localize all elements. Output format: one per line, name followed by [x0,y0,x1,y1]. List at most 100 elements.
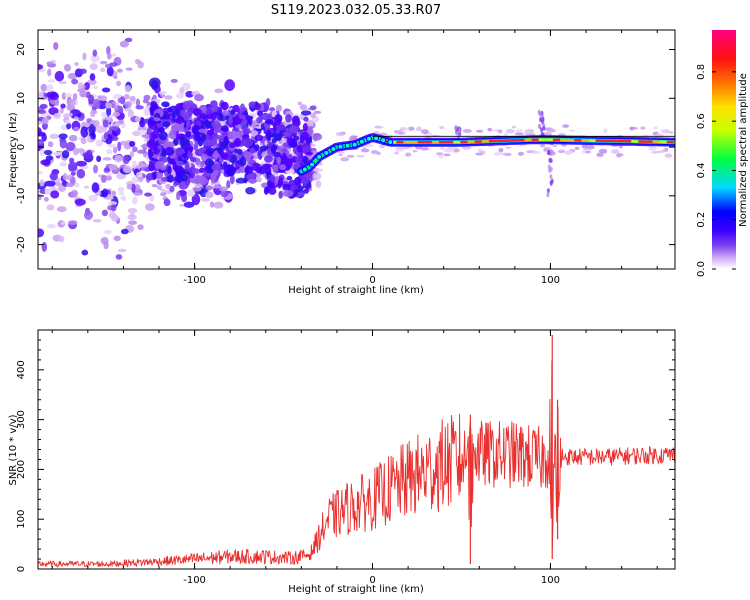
spectrogram-blob [49,133,60,139]
spectrogram-blob [118,119,125,125]
spectrogram-blob [185,130,192,138]
spectrogram-blob [186,143,191,148]
spectrogram-blob [90,55,101,63]
spectrogram-blob [126,183,133,190]
spectrogram-blob [80,137,87,145]
spectrogram-blob [111,214,119,222]
spectrogram-blob [56,206,67,213]
spectrogram-blob [263,186,269,195]
spectrogram-blob [135,105,144,110]
spectrogram-blob [224,79,236,92]
spectrogram-blob [155,172,164,179]
spectrogram-blob [195,158,201,166]
spectrogram-blob [160,188,166,192]
spectrogram-blob [524,130,533,135]
spectrogram-blob [116,80,122,87]
spectrogram-blob [83,185,90,189]
spectrogram-blob [487,127,493,132]
spectrogram-blob [129,95,136,102]
spectrogram-blob [38,90,44,98]
spectrogram-blob [173,137,179,147]
spectrogram-blob [213,201,224,209]
spectrogram-blob [531,150,541,155]
spectrogram-blob [498,147,504,153]
spectrogram-blob [175,165,184,176]
spectrogram-blob [113,105,119,112]
spectrogram-blob [220,125,229,132]
spectrogram-blob [264,118,273,125]
spectrogram-blob [175,147,184,156]
spectrogram-blob [310,113,317,119]
spectrogram-blob [112,146,118,154]
spectrogram-blob [108,62,118,67]
spectrogram-blob [248,178,258,184]
spectrogram-blob [412,150,418,153]
spectrogram-blob [118,191,125,196]
spectrogram-blob [301,131,310,141]
spectrogram-blob [248,116,253,126]
spectrogram-blob [514,132,524,136]
spectrogram-blob [244,165,254,175]
spectrogram-blob [55,182,63,187]
spectrogram-blob [131,160,137,169]
spectrogram-blob [285,114,292,123]
spectrogram-blob [209,126,215,136]
spectrogram-blob [117,141,122,152]
spectrogram-blob [204,191,214,199]
spectrogram-blob [312,133,323,141]
spectrogram-blob [501,152,511,156]
spectrogram-blob [227,116,233,125]
spectrogram-blob [38,228,45,238]
spectrogram-blob [110,204,117,212]
spectrogram-blob [549,158,553,164]
spectrogram-blob [82,52,87,61]
spectrogram-blob [611,149,620,154]
spectrogram-blob [289,125,299,134]
spectrogram-blob [83,210,93,221]
spectrogram-blob [408,126,415,131]
spectrogram-blob [199,160,205,168]
snr-ticks: -100 0 100 0 100 200 300 400 [16,330,675,586]
spectrogram-blob [101,87,111,93]
spectrogram-blob [462,145,472,150]
spectrogram-blob [83,82,90,91]
spectrogram-blob [99,60,108,65]
spectrogram-blob [123,93,130,100]
colorbar-gradient [712,30,736,269]
spectrogram-blob [138,129,146,135]
spectrogram-blob [278,176,284,187]
spectrogram-blob [103,132,109,140]
spectrogram-blob [282,183,291,191]
spectrogram-blob [235,124,243,129]
spectrogram-blob [276,125,286,131]
spectrogram-blob [98,95,108,102]
spectrogram-blob [661,128,670,134]
spectrogram-blob [148,77,161,89]
spectrogram-blob [76,168,86,179]
spectrogram-blob [158,131,168,141]
spectrogram-blob [293,135,300,141]
spectrogram-blob [86,149,93,158]
spectrogram-blob [166,107,174,113]
spectrogram-blob [186,189,196,198]
spectrogram-blob [640,126,646,130]
spectrogram-blob [177,115,183,125]
spectrogram-blob [144,203,155,211]
spectrogram-blob [233,137,242,148]
spectrogram-blob [245,138,254,147]
spectrogram-blob [120,228,129,235]
spectrogram-blob [61,150,70,159]
spectrogram-blob [598,148,608,154]
spectrogram-blob [167,174,174,183]
snr-series-line [38,360,675,568]
trace-knot [330,146,337,153]
spectrogram-blob [186,119,191,129]
spectrogram-blob [300,110,312,116]
spectrogram-blob [70,171,76,176]
spectrogram-blob [131,146,138,153]
spectrogram-blob [117,186,125,193]
spectrogram-blob [235,130,242,140]
spectrogram-blob [110,136,119,142]
spectrogram-blob [64,119,71,124]
